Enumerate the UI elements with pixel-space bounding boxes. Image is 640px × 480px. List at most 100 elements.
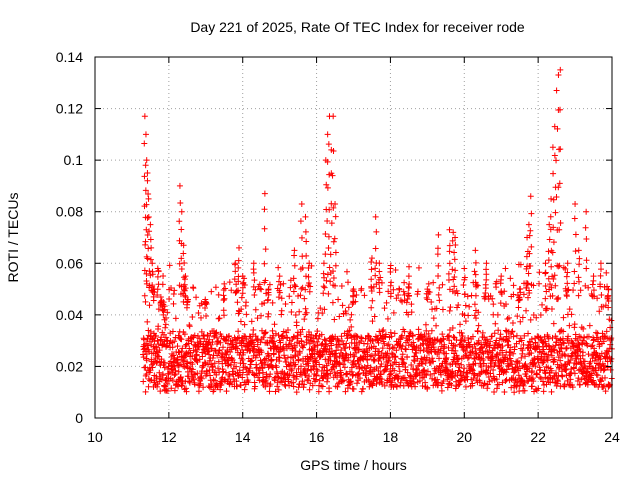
- data-point: [527, 263, 534, 270]
- data-point: [526, 250, 533, 257]
- data-point: [369, 382, 376, 389]
- data-point: [240, 349, 247, 356]
- data-point: [519, 347, 526, 354]
- data-point: [535, 385, 542, 392]
- data-point: [338, 337, 345, 344]
- data-point: [364, 332, 371, 339]
- data-point: [347, 378, 354, 385]
- data-point: [169, 328, 176, 335]
- data-point: [300, 384, 307, 391]
- data-point: [555, 354, 562, 361]
- data-point: [185, 373, 192, 380]
- data-point: [429, 341, 436, 348]
- data-point: [262, 329, 269, 336]
- data-point: [495, 381, 502, 388]
- data-point: [151, 289, 158, 296]
- data-point: [525, 330, 532, 337]
- data-point: [528, 336, 535, 343]
- data-point: [298, 200, 305, 207]
- data-point: [250, 269, 257, 276]
- data-point: [545, 257, 552, 264]
- data-point: [546, 221, 553, 228]
- data-point: [147, 236, 154, 243]
- data-point: [154, 286, 161, 293]
- data-point: [298, 363, 305, 370]
- data-point: [243, 299, 250, 306]
- data-point: [540, 359, 547, 366]
- data-point: [464, 355, 471, 362]
- data-point: [324, 271, 331, 278]
- data-point: [288, 340, 295, 347]
- data-point: [243, 311, 250, 318]
- data-point: [320, 283, 327, 290]
- data-point: [246, 333, 253, 340]
- data-point: [483, 343, 490, 350]
- data-point: [395, 292, 402, 299]
- data-point: [177, 199, 184, 206]
- data-point: [550, 239, 557, 246]
- data-point: [235, 257, 242, 264]
- data-point: [277, 281, 284, 288]
- data-point: [604, 295, 611, 302]
- data-point: [529, 383, 536, 390]
- data-point: [605, 348, 612, 355]
- data-point: [533, 314, 540, 321]
- data-point: [415, 264, 422, 271]
- data-point: [580, 325, 587, 332]
- data-point: [369, 297, 376, 304]
- data-point: [363, 365, 370, 372]
- data-point: [234, 345, 241, 352]
- data-point: [549, 334, 556, 341]
- data-point: [231, 359, 238, 366]
- data-point: [197, 380, 204, 387]
- data-point: [176, 218, 183, 225]
- data-point: [239, 346, 246, 353]
- data-point: [141, 267, 148, 274]
- data-point: [430, 315, 437, 322]
- data-point: [434, 376, 441, 383]
- data-point: [490, 301, 497, 308]
- data-point: [454, 372, 461, 379]
- data-point: [172, 367, 179, 374]
- data-point: [246, 367, 253, 374]
- data-point: [401, 279, 408, 286]
- data-point: [304, 367, 311, 374]
- data-point: [566, 322, 573, 329]
- data-point: [528, 243, 535, 250]
- data-point: [387, 371, 394, 378]
- data-point: [538, 353, 545, 360]
- data-point: [401, 328, 408, 335]
- data-point: [187, 349, 194, 356]
- data-point: [184, 298, 191, 305]
- data-point: [383, 299, 390, 306]
- data-point: [157, 293, 164, 300]
- data-point: [548, 284, 555, 291]
- data-point: [235, 328, 242, 335]
- data-point: [306, 373, 313, 380]
- data-point: [145, 245, 152, 252]
- data-point: [572, 231, 579, 238]
- data-point: [471, 268, 478, 275]
- data-point: [489, 295, 496, 302]
- data-point: [560, 328, 567, 335]
- data-point: [405, 311, 412, 318]
- data-point: [552, 209, 559, 216]
- data-point: [540, 388, 547, 395]
- y-tick-label: 0: [75, 410, 83, 426]
- data-point: [563, 345, 570, 352]
- data-point: [548, 352, 555, 359]
- data-point: [241, 321, 248, 328]
- data-point: [556, 226, 563, 233]
- data-point: [460, 281, 467, 288]
- data-point: [553, 335, 560, 342]
- data-point: [445, 333, 452, 340]
- data-point: [338, 333, 345, 340]
- data-point: [554, 125, 561, 132]
- data-point: [182, 285, 189, 292]
- data-point: [160, 299, 167, 306]
- data-point: [213, 329, 220, 336]
- y-tick-label: 0.1: [64, 152, 84, 168]
- data-point: [348, 323, 355, 330]
- data-point: [234, 383, 241, 390]
- data-point: [396, 286, 403, 293]
